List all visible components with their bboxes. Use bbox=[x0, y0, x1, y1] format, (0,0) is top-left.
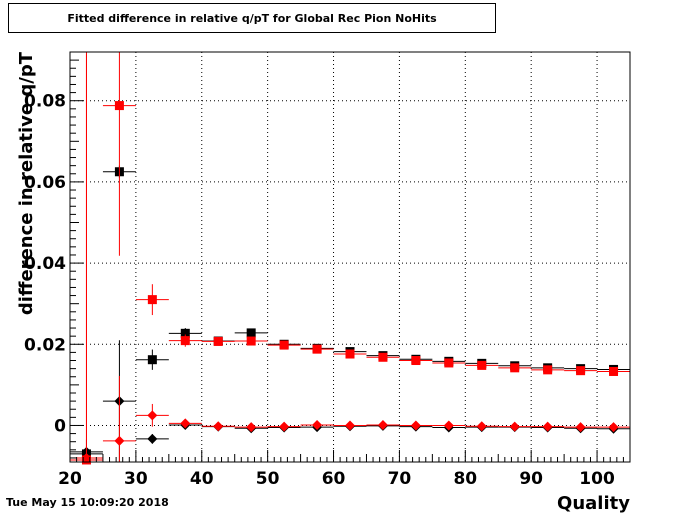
x-tick-label: 40 bbox=[190, 469, 214, 489]
square-marker bbox=[312, 344, 322, 354]
diamond-marker bbox=[213, 421, 224, 432]
diamond-marker bbox=[542, 421, 553, 432]
x-tick-label: 90 bbox=[519, 469, 543, 489]
x-tick-label: 20 bbox=[58, 469, 82, 489]
square-marker bbox=[147, 295, 157, 305]
y-tick-label: 0.08 bbox=[24, 92, 66, 112]
square-marker bbox=[180, 336, 190, 346]
square-marker bbox=[246, 328, 256, 338]
diamond-marker bbox=[114, 435, 125, 446]
square-marker bbox=[543, 365, 553, 375]
diamond-marker bbox=[180, 418, 191, 429]
square-marker bbox=[576, 366, 586, 376]
square-marker bbox=[246, 336, 256, 346]
x-tick-label: 100 bbox=[579, 469, 615, 489]
axis-ticks bbox=[69, 51, 631, 462]
x-tick-label: 30 bbox=[124, 469, 148, 489]
x-tick-label: 70 bbox=[388, 469, 412, 489]
diamond-marker bbox=[279, 421, 290, 432]
diamond-marker bbox=[575, 422, 586, 433]
diamond-marker bbox=[509, 421, 520, 432]
grid bbox=[70, 52, 630, 462]
diamond-marker bbox=[81, 452, 92, 463]
plot-frame bbox=[69, 51, 631, 463]
square-marker bbox=[510, 363, 520, 373]
diamond-marker bbox=[410, 420, 421, 431]
diamond-marker bbox=[147, 410, 158, 421]
square-marker bbox=[114, 101, 124, 111]
y-axis-title: difference in relative q/pT bbox=[16, 51, 37, 315]
timestamp: Tue May 15 10:09:20 2018 bbox=[6, 496, 169, 509]
tick-labels: 20 30 40 50 60 70 80 90 100 0 0.02 0.04 0.06 0.08 bbox=[24, 92, 615, 489]
x-tick-label: 60 bbox=[322, 469, 346, 489]
chart-title: Fitted difference in relative q/pT for G… bbox=[8, 3, 496, 33]
square-marker bbox=[345, 349, 355, 359]
square-marker bbox=[378, 352, 388, 362]
x-tick-label: 80 bbox=[453, 469, 477, 489]
square-marker bbox=[477, 360, 487, 370]
diamond-marker bbox=[312, 420, 323, 431]
diamond-marker bbox=[443, 420, 454, 431]
series-1 bbox=[70, 52, 630, 465]
diamond-marker bbox=[147, 433, 158, 444]
y-tick-label: 0.02 bbox=[24, 335, 66, 355]
series-3 bbox=[70, 52, 630, 463]
y-tick-label: 0.04 bbox=[24, 254, 66, 274]
x-axis-title: Quality bbox=[557, 493, 630, 514]
data-series bbox=[70, 52, 630, 465]
diamond-marker bbox=[345, 420, 355, 431]
square-marker bbox=[279, 340, 289, 350]
diamond-marker bbox=[608, 422, 619, 433]
diamond-marker bbox=[246, 422, 257, 433]
y-tick-label: 0 bbox=[54, 416, 66, 436]
square-marker bbox=[444, 358, 454, 368]
square-marker bbox=[213, 336, 223, 346]
diamond-marker bbox=[476, 421, 487, 432]
x-tick-label: 50 bbox=[256, 469, 280, 489]
y-tick-label: 0.06 bbox=[24, 173, 66, 193]
square-marker bbox=[180, 328, 190, 338]
square-marker bbox=[609, 366, 619, 376]
square-marker bbox=[411, 356, 421, 366]
diamond-marker bbox=[377, 420, 388, 431]
square-marker bbox=[147, 355, 157, 365]
